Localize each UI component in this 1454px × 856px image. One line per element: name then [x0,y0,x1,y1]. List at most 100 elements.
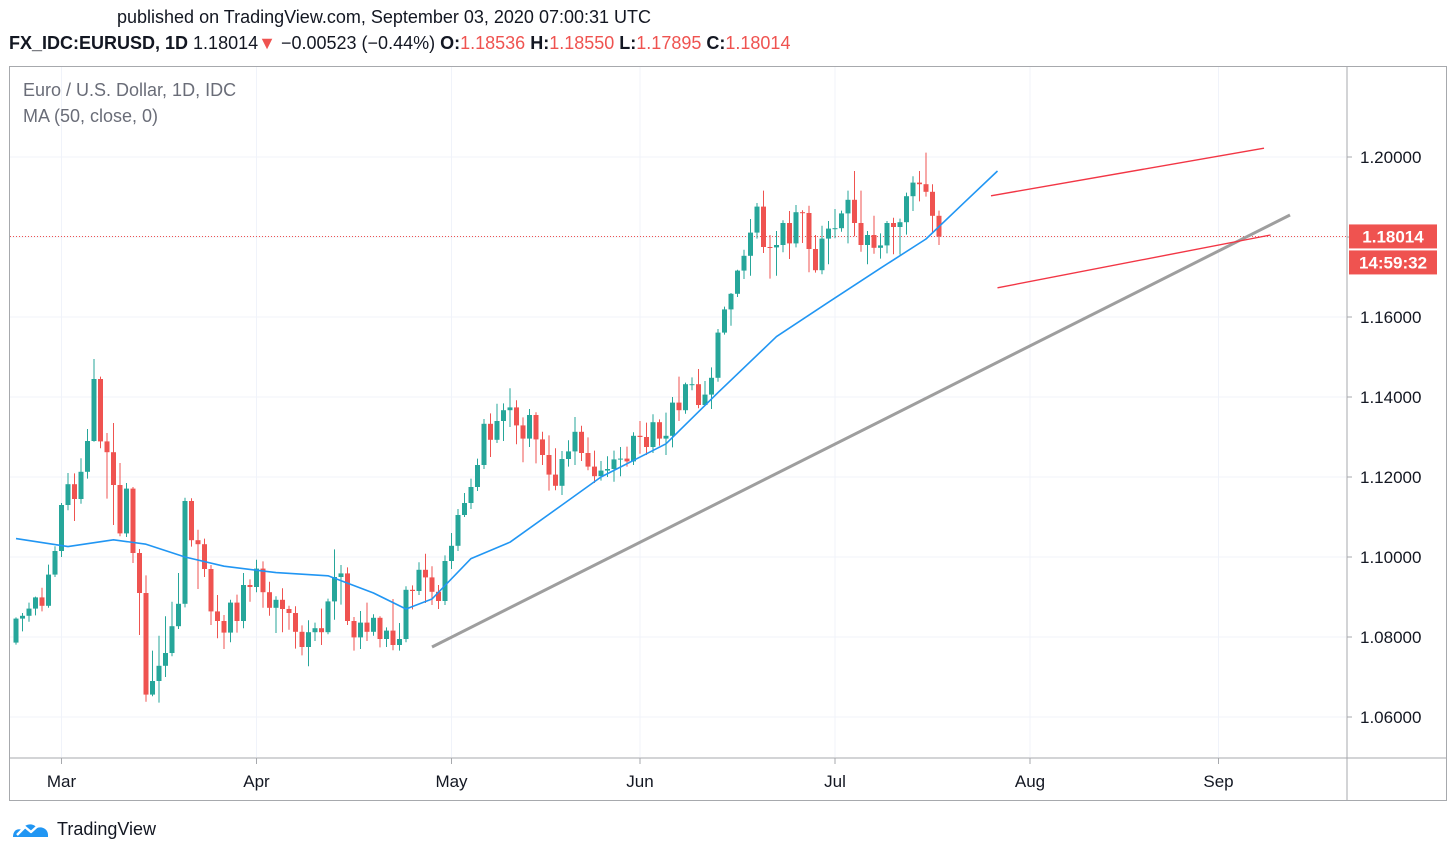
candle-up [709,377,714,395]
down-arrow-icon: ▼ [258,33,276,53]
candle-up [449,545,454,561]
candle-down [202,544,207,569]
channel-lower-line [997,234,1271,289]
candle-down [514,407,519,426]
candle-up [468,487,474,503]
candle-up [33,597,38,609]
candle-down [930,191,935,216]
candle-down [345,573,350,621]
candle-up [722,309,727,333]
candle-down [637,435,643,437]
candle-up [748,232,753,256]
candle-down [234,602,240,621]
candle-down [520,425,526,439]
candle-down [299,631,305,647]
chart-legend-title[interactable]: Euro / U.S. Dollar, 1D, IDC [23,80,237,100]
candle-down [917,182,922,185]
candle-up [254,568,259,587]
close-label: C: [706,33,726,53]
candle-up [670,402,675,436]
candle-down [130,488,136,553]
candle-up [397,639,402,645]
candle-up [26,608,32,616]
symbol-name[interactable]: FX_IDC:EURUSD, 1D [9,33,189,53]
candle-up [91,379,97,441]
candle-up [52,551,58,575]
candle-down [215,611,220,621]
candle-up [475,465,480,487]
candle-up [273,599,279,608]
candle-down [39,597,45,606]
candle-down [429,577,435,592]
chart-frame[interactable] [9,66,1447,801]
chart-legend-ma[interactable]: MA (50, close, 0) [23,106,159,126]
last-price: 1.18014 [193,33,259,53]
candle-down [436,591,441,601]
candle-up [312,628,318,633]
candle-up [78,471,84,499]
y-tick-label: 1.06000 [1360,708,1421,727]
y-tick-label: 1.16000 [1360,308,1421,327]
axes [10,67,1446,800]
candle-up [13,618,19,643]
candle-down [143,593,149,695]
support-trendline [431,213,1291,649]
tradingview-logo[interactable]: TradingView [11,817,156,841]
candle-down [189,501,194,541]
candle-up [631,435,636,462]
high-value: 1.18550 [549,33,615,53]
last-price-tag-text: 1.18014 [1362,227,1424,246]
candle-up [728,293,734,310]
candle-down [260,568,266,593]
close-value: 1.18014 [725,33,791,53]
candle-up [156,665,162,681]
candle-down [644,437,649,447]
candle-down [533,415,539,440]
candle-up [839,213,844,229]
candle-down [488,423,493,440]
candle-down [293,613,298,632]
candle-down [195,540,201,545]
candle-down [540,439,545,455]
x-tick-label: May [435,772,468,791]
candle-down [676,402,682,411]
candle-down [624,458,630,462]
candle-up [715,332,721,378]
x-tick-label: Sep [1203,772,1233,791]
candle-up [163,653,168,666]
candle-down [800,212,805,214]
candle-down [767,247,773,248]
candle-up [689,384,695,386]
candle-up [306,632,311,647]
candle-down [364,622,370,632]
candle-up [65,484,71,505]
candle-up [20,615,25,619]
candle-down [280,599,285,609]
candle-up [150,681,155,695]
tradingview-logo-icon [13,820,49,837]
x-tick-label: Apr [243,772,270,791]
candle-up [618,458,623,460]
candle-down [137,553,142,593]
candle-up [826,228,831,239]
candle-down [117,485,123,534]
candle-down [806,213,812,249]
candle-down [813,249,818,271]
candle-up [780,223,786,245]
candle-up [559,459,565,486]
price-change: −0.00523 (−0.44%) [280,33,436,53]
candle-up [650,422,656,447]
candle-up [182,501,188,604]
candle-up [774,245,779,248]
candle-up [332,577,337,602]
candle-up [754,206,760,233]
candle-up [241,585,246,621]
candle-up [507,407,513,411]
candle-up [832,228,838,230]
candle-down [696,384,701,405]
low-label: L: [619,33,637,53]
candle-up [124,488,129,534]
candle-up [884,223,890,246]
grid [10,67,1346,757]
